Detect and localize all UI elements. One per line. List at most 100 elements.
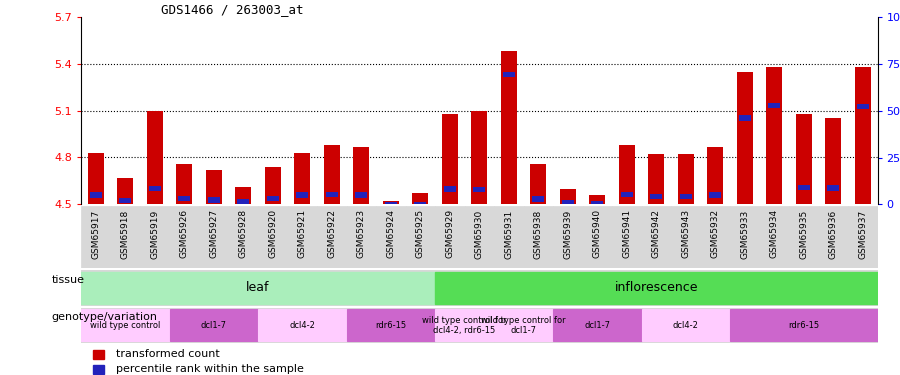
Bar bbox=[294, 153, 310, 204]
Bar bbox=[117, 178, 133, 204]
Text: GSM65934: GSM65934 bbox=[770, 209, 778, 258]
Bar bbox=[766, 67, 782, 204]
Bar bbox=[671, 206, 700, 268]
Text: GSM65937: GSM65937 bbox=[859, 209, 868, 259]
Text: dcl1-7: dcl1-7 bbox=[584, 321, 610, 330]
Text: transformed count: transformed count bbox=[116, 349, 220, 359]
Bar bbox=[81, 206, 111, 268]
Bar bbox=[353, 147, 369, 204]
Text: GSM65924: GSM65924 bbox=[386, 209, 395, 258]
Bar bbox=[855, 67, 871, 204]
Text: wild type control for
dcl4-2, rdr6-15: wild type control for dcl4-2, rdr6-15 bbox=[422, 316, 507, 335]
Bar bbox=[560, 189, 576, 204]
Bar bbox=[707, 147, 724, 204]
Bar bbox=[435, 272, 878, 304]
Text: GSM65940: GSM65940 bbox=[593, 209, 602, 258]
Bar bbox=[435, 206, 464, 268]
Text: rdr6-15: rdr6-15 bbox=[788, 321, 819, 330]
Bar bbox=[736, 72, 753, 204]
Text: GSM65943: GSM65943 bbox=[681, 209, 690, 258]
Bar bbox=[346, 309, 435, 341]
Bar bbox=[376, 206, 406, 268]
Text: GSM65921: GSM65921 bbox=[298, 209, 307, 258]
Bar bbox=[258, 309, 346, 341]
Bar bbox=[709, 192, 721, 198]
Bar bbox=[81, 272, 435, 304]
Bar bbox=[618, 145, 634, 204]
Bar bbox=[119, 198, 131, 203]
Bar bbox=[229, 206, 258, 268]
Bar bbox=[591, 201, 603, 206]
Text: GSM65939: GSM65939 bbox=[563, 209, 572, 259]
Text: GSM65941: GSM65941 bbox=[622, 209, 631, 258]
Text: GSM65929: GSM65929 bbox=[446, 209, 454, 258]
Text: dcl4-2: dcl4-2 bbox=[289, 321, 315, 330]
Bar bbox=[208, 197, 220, 202]
Bar bbox=[87, 153, 104, 204]
Bar bbox=[642, 309, 730, 341]
Bar bbox=[169, 206, 199, 268]
Bar bbox=[414, 201, 427, 207]
Bar bbox=[621, 192, 633, 197]
Bar bbox=[553, 309, 642, 341]
Bar bbox=[90, 192, 102, 198]
Bar bbox=[612, 206, 642, 268]
Text: rdr6-15: rdr6-15 bbox=[375, 321, 406, 330]
Text: GSM65927: GSM65927 bbox=[209, 209, 218, 258]
Bar bbox=[287, 206, 317, 268]
Bar bbox=[530, 164, 546, 204]
Bar bbox=[769, 103, 780, 108]
Text: GSM65938: GSM65938 bbox=[534, 209, 543, 259]
Bar bbox=[818, 206, 848, 268]
Bar bbox=[642, 206, 671, 268]
Bar bbox=[730, 309, 878, 341]
Bar bbox=[356, 192, 367, 198]
Bar bbox=[827, 185, 840, 190]
Bar bbox=[382, 201, 399, 204]
Bar bbox=[494, 206, 524, 268]
Bar bbox=[326, 192, 338, 197]
Text: tissue: tissue bbox=[51, 275, 85, 285]
Bar bbox=[442, 114, 458, 204]
Text: dcl1-7: dcl1-7 bbox=[201, 321, 227, 330]
Bar bbox=[148, 186, 161, 191]
Bar bbox=[147, 111, 163, 204]
Text: GDS1466 / 263003_at: GDS1466 / 263003_at bbox=[161, 3, 303, 16]
Bar bbox=[258, 206, 287, 268]
Bar bbox=[317, 206, 346, 268]
Bar bbox=[650, 194, 662, 199]
Bar bbox=[789, 206, 818, 268]
Bar bbox=[384, 202, 397, 207]
Bar bbox=[178, 196, 190, 201]
Bar bbox=[857, 104, 868, 110]
Text: GSM65930: GSM65930 bbox=[475, 209, 484, 259]
Bar bbox=[739, 116, 751, 121]
Bar bbox=[111, 206, 140, 268]
Bar bbox=[324, 145, 340, 204]
Bar bbox=[500, 51, 517, 204]
Bar bbox=[678, 154, 694, 204]
Bar bbox=[169, 309, 258, 341]
Bar bbox=[582, 206, 612, 268]
Text: GSM65931: GSM65931 bbox=[504, 209, 513, 259]
Bar bbox=[205, 170, 222, 204]
Bar bbox=[235, 187, 251, 204]
Bar bbox=[412, 194, 428, 204]
Bar bbox=[503, 72, 515, 77]
Bar bbox=[562, 200, 574, 205]
Bar bbox=[81, 309, 169, 341]
Text: GSM65925: GSM65925 bbox=[416, 209, 425, 258]
Bar bbox=[848, 206, 878, 268]
Text: leaf: leaf bbox=[247, 281, 270, 294]
Bar bbox=[760, 206, 789, 268]
Bar bbox=[464, 206, 494, 268]
Text: GSM65923: GSM65923 bbox=[356, 209, 365, 258]
Text: GSM65936: GSM65936 bbox=[829, 209, 838, 259]
Text: GSM65928: GSM65928 bbox=[238, 209, 248, 258]
Bar bbox=[265, 167, 281, 204]
Bar bbox=[346, 206, 376, 268]
Text: GSM65942: GSM65942 bbox=[652, 209, 661, 258]
Text: GSM65920: GSM65920 bbox=[268, 209, 277, 258]
Bar bbox=[471, 111, 488, 204]
Text: GSM65922: GSM65922 bbox=[328, 209, 337, 258]
